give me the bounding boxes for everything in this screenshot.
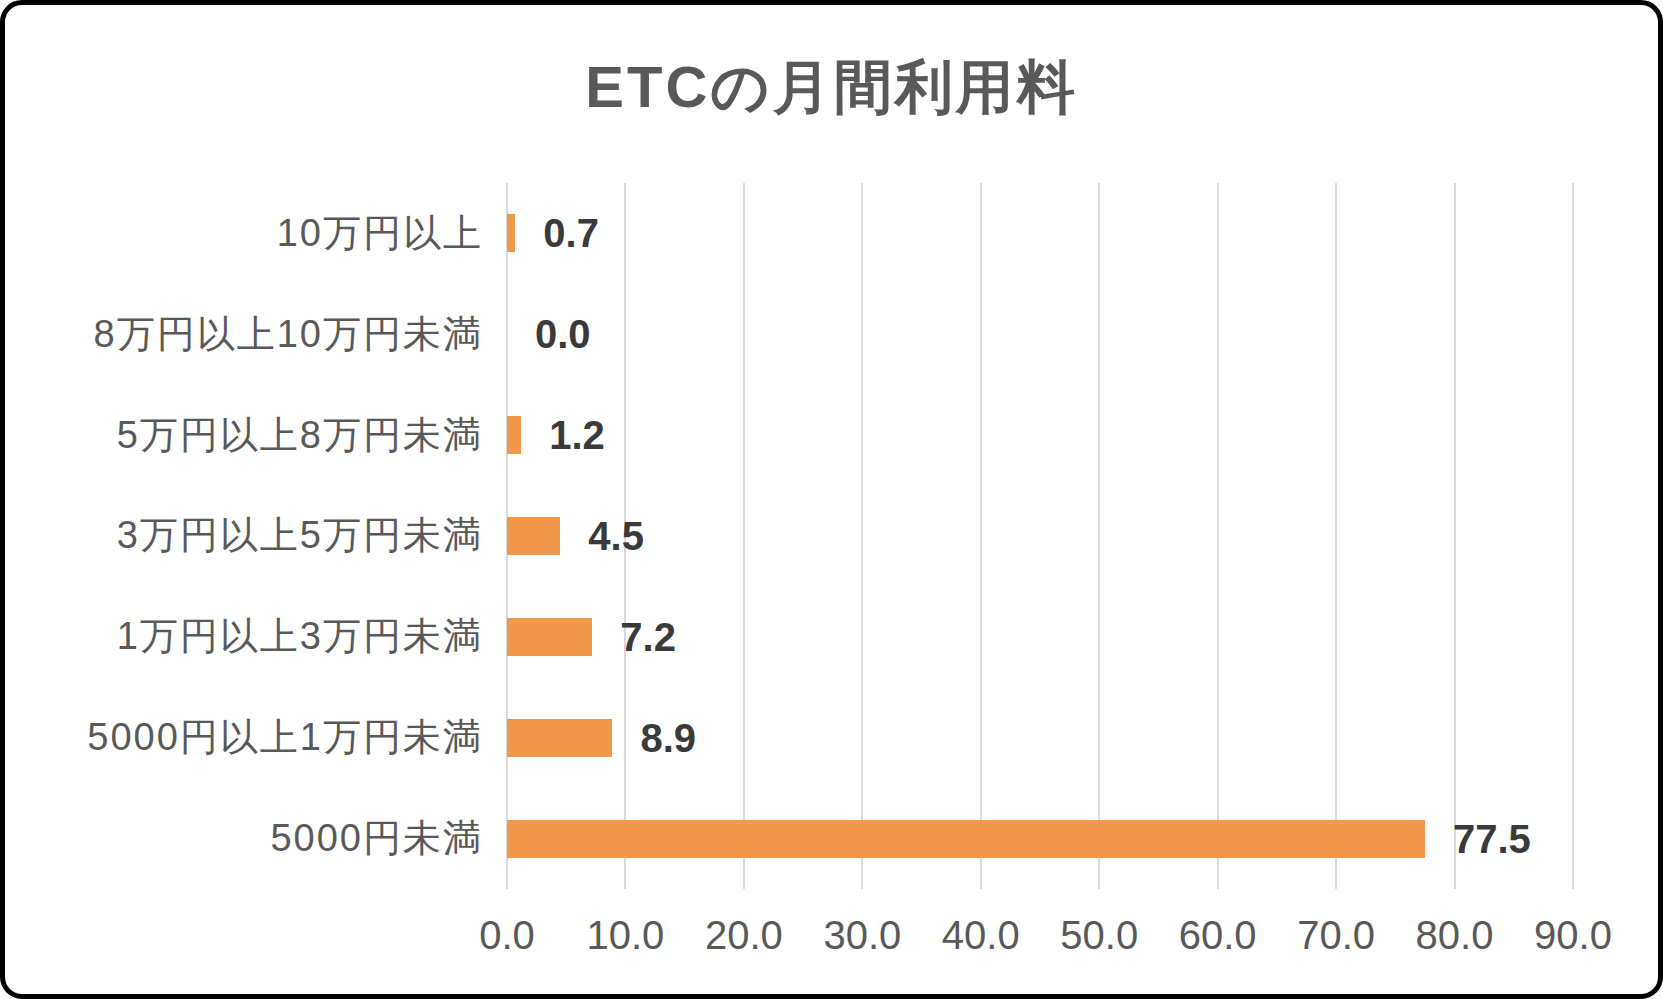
category-label: 5万円以上8万円未満 — [33, 385, 483, 486]
bar-row: 7.2 — [507, 586, 1573, 687]
category-label: 10万円以上 — [33, 183, 483, 284]
value-label: 1.2 — [549, 413, 605, 458]
category-label: 3万円以上5万円未満 — [33, 486, 483, 587]
category-label: 1万円以上3万円未満 — [33, 586, 483, 687]
category-label: 5000円未満 — [33, 788, 483, 889]
chart-title: ETCの月間利用料 — [5, 49, 1658, 127]
value-label: 8.9 — [640, 715, 696, 760]
value-label: 4.5 — [588, 513, 644, 558]
bar — [507, 214, 515, 252]
bar-row: 0.7 — [507, 183, 1573, 284]
x-axis: 0.010.020.030.040.050.060.070.080.090.0 — [507, 913, 1573, 973]
bar-row: 77.5 — [507, 788, 1573, 889]
x-tick-label: 90.0 — [1493, 913, 1653, 958]
value-label: 0.0 — [535, 312, 591, 357]
bar-row: 8.9 — [507, 687, 1573, 788]
chart-frame: ETCの月間利用料 0.7 0.0 1.2 4.5 7.2 8.9 77.5 10万円以上8… — [0, 0, 1663, 999]
bar-row: 0.0 — [507, 284, 1573, 385]
bar — [507, 517, 560, 555]
category-label: 5000円以上1万円未満 — [33, 687, 483, 788]
bar-row: 1.2 — [507, 385, 1573, 486]
bar — [507, 820, 1425, 858]
bar — [507, 719, 612, 757]
value-label: 0.7 — [543, 211, 599, 256]
category-label: 8万円以上10万円未満 — [33, 284, 483, 385]
plot-area: 0.7 0.0 1.2 4.5 7.2 8.9 77.5 — [507, 183, 1573, 889]
bar — [507, 416, 521, 454]
y-axis-category-labels: 10万円以上8万円以上10万円未満5万円以上8万円未満3万円以上5万円未満1万円… — [33, 183, 483, 889]
bar — [507, 618, 592, 656]
value-label: 77.5 — [1453, 816, 1531, 861]
value-label: 7.2 — [620, 614, 676, 659]
bar-row: 4.5 — [507, 486, 1573, 587]
